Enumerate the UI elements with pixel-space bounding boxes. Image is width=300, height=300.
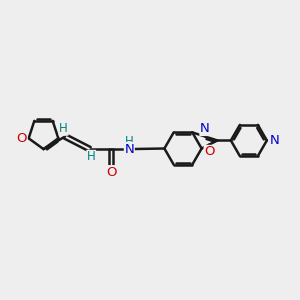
Text: H: H (87, 150, 96, 164)
Text: O: O (106, 166, 116, 179)
Text: N: N (269, 134, 279, 147)
Text: O: O (204, 146, 215, 158)
Text: H: H (125, 135, 134, 148)
Text: N: N (124, 142, 134, 156)
Text: O: O (16, 132, 27, 145)
Text: N: N (200, 122, 210, 135)
Text: H: H (59, 122, 68, 135)
